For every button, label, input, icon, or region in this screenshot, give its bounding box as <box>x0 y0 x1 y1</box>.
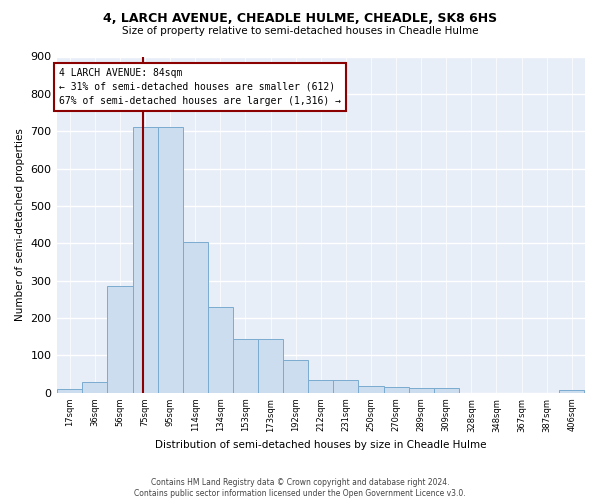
Bar <box>434 388 459 393</box>
Bar <box>82 382 107 393</box>
Text: 4, LARCH AVENUE, CHEADLE HULME, CHEADLE, SK8 6HS: 4, LARCH AVENUE, CHEADLE HULME, CHEADLE,… <box>103 12 497 26</box>
Text: 4 LARCH AVENUE: 84sqm
← 31% of semi-detached houses are smaller (612)
67% of sem: 4 LARCH AVENUE: 84sqm ← 31% of semi-deta… <box>59 68 341 106</box>
Bar <box>107 286 133 393</box>
Bar <box>334 380 358 393</box>
Bar <box>158 127 183 393</box>
Bar <box>57 389 82 393</box>
Bar <box>183 242 208 393</box>
Text: Contains HM Land Registry data © Crown copyright and database right 2024.
Contai: Contains HM Land Registry data © Crown c… <box>134 478 466 498</box>
Bar <box>358 386 383 393</box>
Bar <box>283 360 308 393</box>
Bar <box>258 338 283 393</box>
X-axis label: Distribution of semi-detached houses by size in Cheadle Hulme: Distribution of semi-detached houses by … <box>155 440 487 450</box>
Text: Size of property relative to semi-detached houses in Cheadle Hulme: Size of property relative to semi-detach… <box>122 26 478 36</box>
Bar <box>383 387 409 393</box>
Bar <box>409 388 434 393</box>
Bar <box>208 307 233 393</box>
Bar <box>233 338 258 393</box>
Bar <box>559 390 584 393</box>
Bar <box>133 127 158 393</box>
Y-axis label: Number of semi-detached properties: Number of semi-detached properties <box>15 128 25 321</box>
Bar <box>308 380 334 393</box>
